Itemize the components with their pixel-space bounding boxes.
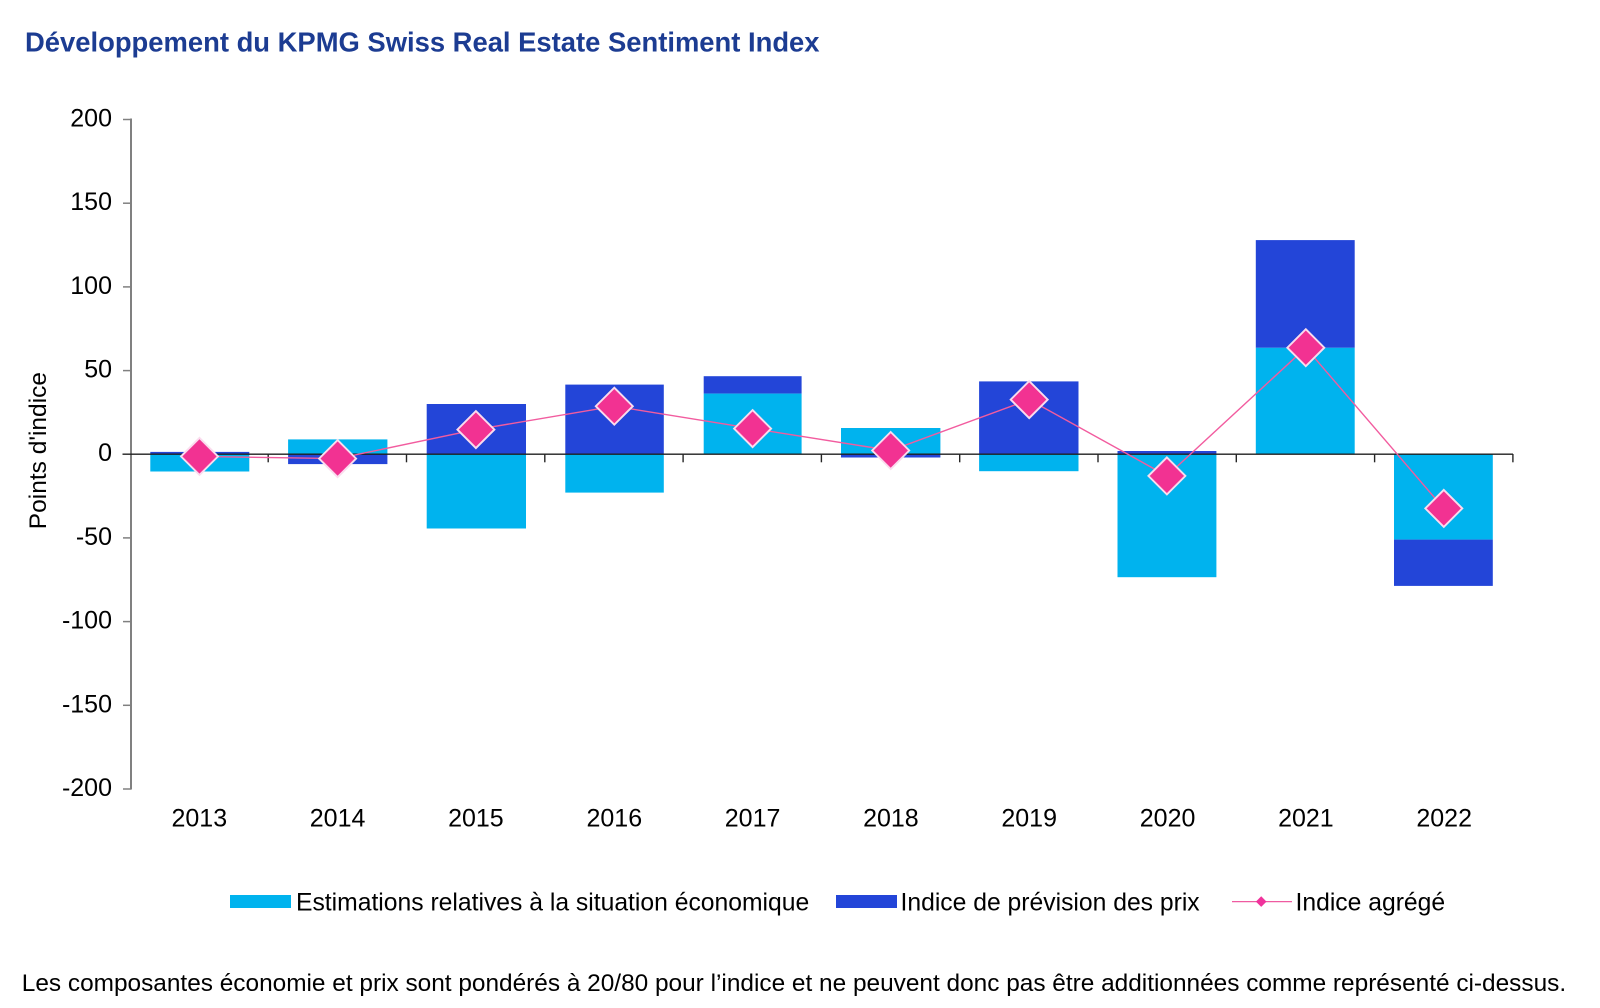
svg-text:150: 150 (70, 188, 112, 216)
svg-text:2016: 2016 (586, 804, 642, 832)
svg-text:Développement du KPMG Swiss Re: Développement du KPMG Swiss Real Estate … (25, 27, 820, 58)
svg-text:2015: 2015 (448, 804, 504, 832)
svg-text:Les composantes économie et pr: Les composantes économie et prix sont po… (22, 970, 1566, 997)
svg-text:2022: 2022 (1416, 804, 1472, 832)
svg-text:2017: 2017 (725, 804, 781, 832)
svg-text:Estimations relatives à la sit: Estimations relatives à la situation éco… (296, 890, 809, 917)
svg-text:-50: -50 (76, 523, 112, 551)
svg-text:2018: 2018 (863, 804, 919, 832)
svg-text:200: 200 (70, 105, 112, 133)
svg-text:50: 50 (84, 356, 112, 384)
svg-text:2013: 2013 (171, 804, 227, 832)
svg-text:2019: 2019 (1001, 804, 1057, 832)
svg-text:Indice de prévision des prix: Indice de prévision des prix (901, 890, 1201, 917)
svg-text:Indice agrégé: Indice agrégé (1296, 890, 1446, 917)
svg-text:0: 0 (98, 439, 112, 467)
svg-text:2021: 2021 (1278, 804, 1334, 832)
svg-text:-150: -150 (62, 690, 112, 718)
svg-text:Points d'indice: Points d'indice (25, 372, 52, 529)
svg-text:2020: 2020 (1140, 804, 1196, 832)
svg-text:-200: -200 (62, 774, 112, 802)
svg-text:100: 100 (70, 272, 112, 300)
svg-text:-100: -100 (62, 607, 112, 635)
svg-text:2014: 2014 (310, 804, 366, 832)
